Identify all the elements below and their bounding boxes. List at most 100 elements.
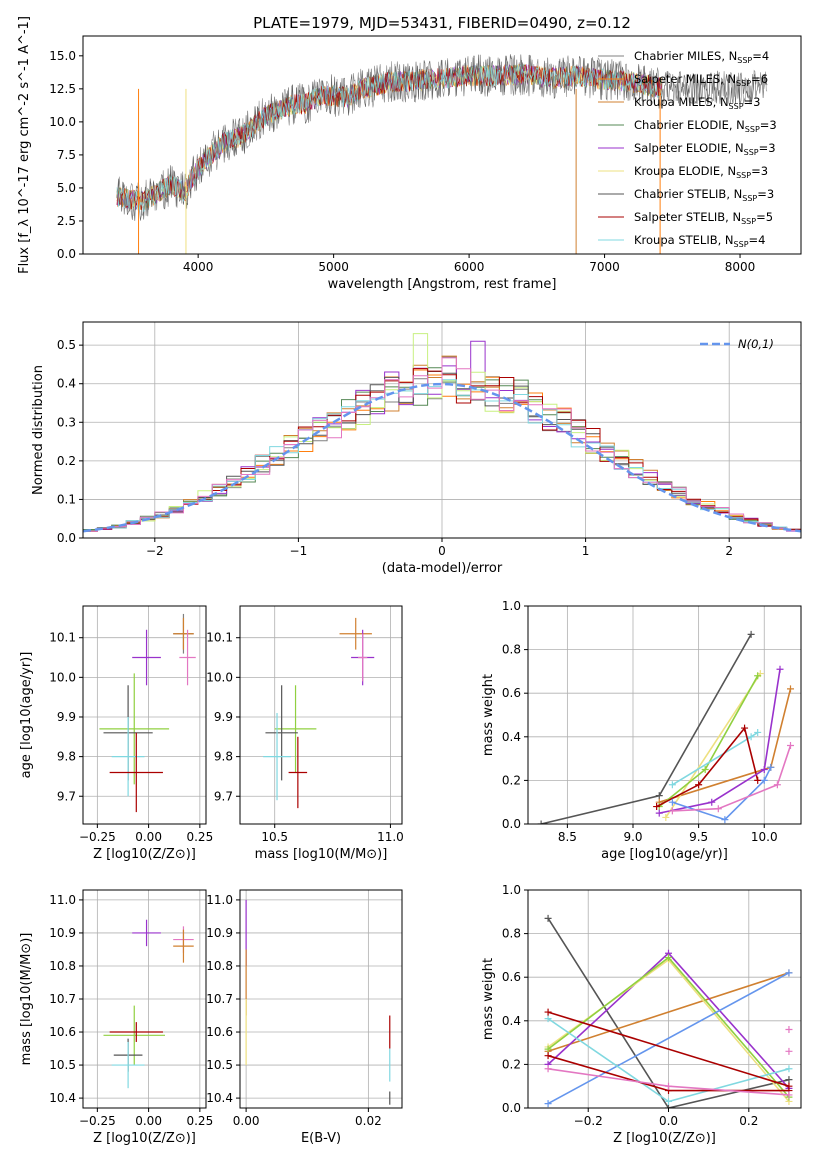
weight-marker-7-0 — [668, 798, 676, 806]
weight-marker-10-0 — [785, 1026, 793, 1034]
weight-marker-6-3 — [776, 665, 784, 673]
y-tick-label: 9.8 — [214, 750, 233, 764]
y-tick-label: 9.7 — [214, 789, 233, 803]
y-tick-label: 10.0 — [49, 115, 76, 129]
weight-marker-0-0 — [537, 820, 545, 824]
x-axis-label: wavelength [Angstrom, rest frame] — [328, 277, 557, 292]
plot-frame — [527, 605, 802, 825]
weight-marker-6-1 — [665, 1097, 673, 1105]
y-tick-label: 0.2 — [57, 454, 76, 468]
x-tick-label: −0.2 — [574, 1114, 603, 1128]
hist-step-9 — [83, 357, 801, 532]
legend-entry-5: Kroupa ELODIE, NSSP=3 — [634, 164, 768, 180]
y-tick-label: 10.7 — [49, 992, 76, 1006]
weight-marker-1-2 — [787, 685, 794, 693]
x-axis-label: (data-model)/error — [382, 561, 503, 576]
weight-marker-4-0 — [544, 1045, 552, 1053]
hist-lines — [83, 333, 801, 533]
points-age-vs-mass — [263, 617, 375, 809]
x-axis-label: E(B-V) — [301, 1131, 341, 1146]
weight-marker-11-0 — [785, 1047, 793, 1055]
x-tick-label: 9.5 — [689, 830, 708, 844]
weight-marker-7-3 — [767, 763, 775, 771]
y-tick-label: 0.2 — [502, 773, 521, 787]
weight-marker-7-2 — [760, 776, 768, 784]
y-axis-label: Flux [f_λ 10^-17 erg cm^-2 s^-1 A^-1] — [17, 16, 32, 274]
y-tick-label: 10.9 — [49, 926, 76, 940]
weight-line-0 — [540, 633, 752, 824]
panel-mass-weight-vs-Z: −0.2 0.0 0.2 0.0 0.2 0.4 0.6 0.8 1.0 Z [log10(Z/Z… — [481, 883, 802, 1146]
y-tick-label: 10.9 — [206, 926, 233, 940]
y-tick-label: 10.0 — [49, 670, 76, 684]
weight-line-8 — [547, 1011, 790, 1087]
y-tick-label: 10.4 — [206, 1091, 233, 1105]
y-tick-label: 7.5 — [57, 148, 76, 162]
y-tick-label: 9.9 — [57, 710, 76, 724]
y-tick-label: 10.1 — [206, 631, 233, 645]
plot-frame — [239, 605, 403, 825]
y-tick-label: 9.7 — [57, 789, 76, 803]
y-tick-label: 10.5 — [49, 1058, 76, 1072]
y-tick-label: 9.8 — [57, 750, 76, 764]
weight-marker-9-2 — [785, 1091, 793, 1099]
weight-line-4 — [671, 731, 759, 786]
x-tick-label: 4000 — [183, 260, 214, 274]
points-mass-vs-Z — [103, 919, 194, 1089]
weight-marker-6-0 — [544, 1015, 552, 1023]
x-axis-label: age [log10(age/yr)] — [601, 847, 728, 862]
weight-marker-0-2 — [747, 630, 755, 638]
y-tick-label: 10.0 — [206, 670, 233, 684]
legend-entry-3: Chabrier ELODIE, NSSP=3 — [634, 118, 777, 134]
y-tick-label: 10.1 — [49, 631, 76, 645]
x-tick-label: −1 — [290, 544, 308, 558]
weight-marker-8-0 — [668, 807, 676, 815]
y-tick-label: 0.8 — [502, 927, 521, 941]
weight-marker-9-1 — [665, 1082, 673, 1090]
legend-entry-7: Salpeter STELIB, NSSP=5 — [634, 210, 773, 226]
x-tick-label: 11.0 — [377, 830, 404, 844]
y-tick-label: 0.4 — [502, 730, 521, 744]
y-tick-label: 12.5 — [49, 82, 76, 96]
x-tick-label: 10.5 — [261, 830, 288, 844]
weight-marker-6-1 — [708, 798, 716, 806]
weight-marker-7-0 — [544, 1052, 552, 1060]
y-tick-label: 0.4 — [57, 377, 76, 391]
y-tick-label: 1.0 — [502, 883, 521, 897]
legend-entry-4: Salpeter ELODIE, NSSP=3 — [634, 141, 776, 157]
x-tick-label: −0.25 — [79, 830, 116, 844]
y-axis-label: mass weight — [481, 958, 496, 1040]
weight-marker-6-2 — [760, 766, 768, 773]
weight-marker-3-1 — [701, 766, 709, 773]
x-tick-label: 0 — [438, 544, 446, 558]
figure-title: PLATE=1979, MJD=53431, FIBERID=0490, z=0… — [253, 14, 631, 32]
x-tick-label: 5000 — [318, 260, 349, 274]
spectrum-lines — [116, 54, 768, 254]
y-axis-label: mass weight — [481, 674, 496, 756]
weight-marker-3-2 — [754, 672, 762, 680]
legend-entry-8: Kroupa STELIB, NSSP=4 — [634, 233, 765, 249]
weight-marker-8-1 — [714, 805, 722, 813]
x-tick-label: 0.00 — [135, 830, 162, 844]
weight-marker-4-0 — [668, 781, 676, 789]
x-tick-label: 1 — [582, 544, 590, 558]
y-tick-label: 9.9 — [214, 710, 233, 724]
legend-entry-reference: N(0,1) — [738, 337, 774, 351]
weight-marker-8-0 — [544, 1008, 552, 1016]
weight-marker-6-0 — [655, 809, 663, 817]
x-tick-label: −2 — [146, 544, 164, 558]
weight-line-6 — [659, 669, 781, 814]
weight-line-1 — [547, 972, 790, 1053]
y-axis-label: age [log10(age/yr)] — [19, 652, 34, 779]
legend-entry-6: Chabrier STELIB, NSSP=3 — [634, 187, 774, 203]
weight-marker-5-0 — [653, 803, 661, 811]
y-tick-label: 0.0 — [502, 817, 521, 831]
plot-frame — [82, 35, 802, 255]
y-tick-label: 0.6 — [502, 970, 521, 984]
points-age-vs-Z — [99, 613, 196, 813]
x-axis-label: Z [log10(Z/Z⊙)] — [93, 847, 196, 862]
y-tick-label: 10.6 — [206, 1025, 233, 1039]
gaussian-reference-line — [83, 382, 801, 533]
weight-line-7 — [672, 766, 772, 821]
x-axis-label: mass [log10(M/M⊙)] — [255, 847, 388, 862]
